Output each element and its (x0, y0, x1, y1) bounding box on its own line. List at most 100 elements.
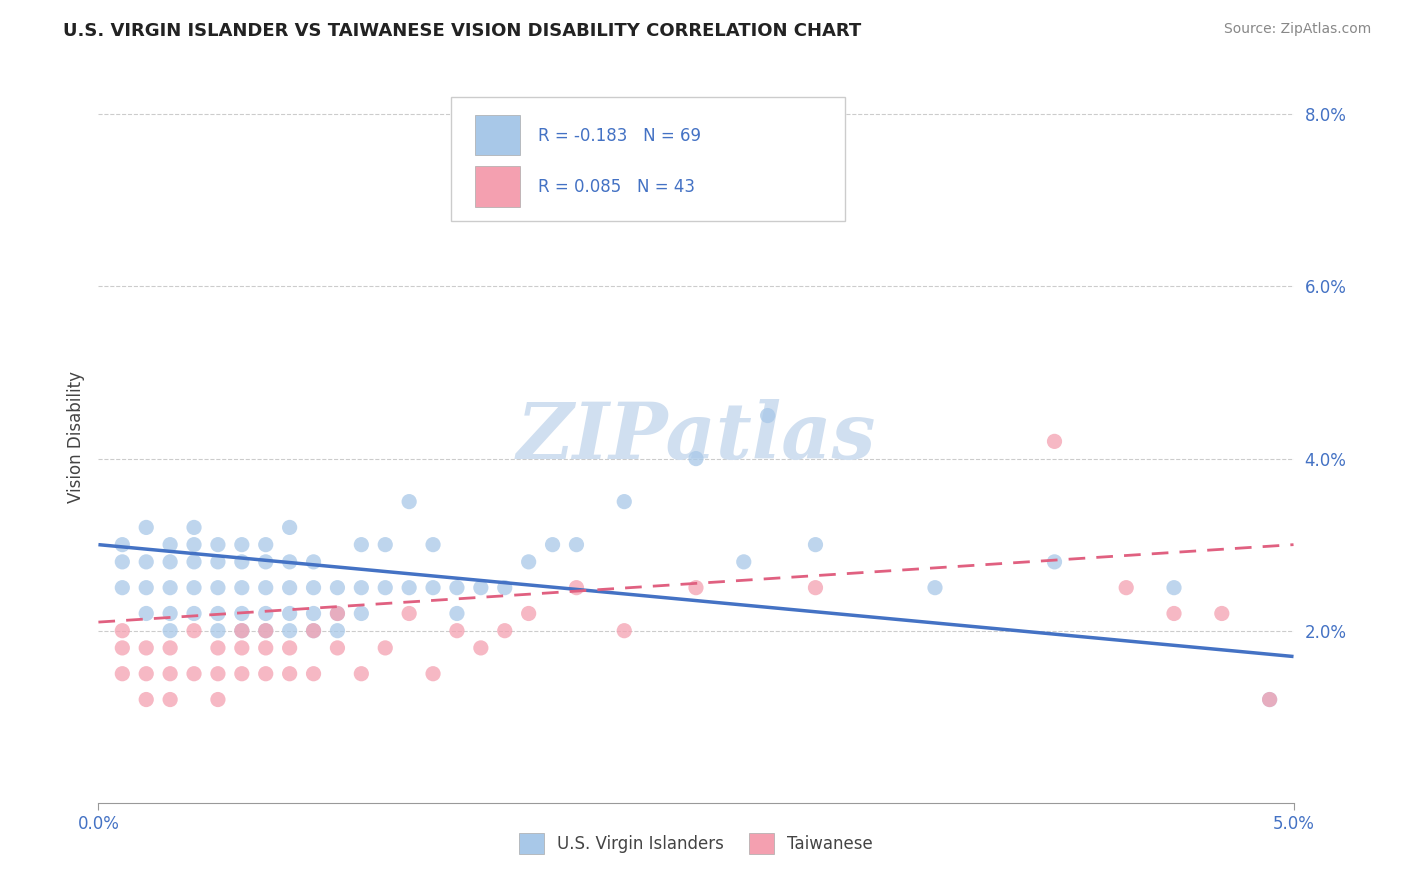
Point (302, 624, 325, 638)
Point (302, 666, 325, 681)
Point (374, 538, 396, 552)
Point (1211, 607, 1233, 621)
Point (278, 607, 301, 621)
Point (111, 581, 134, 595)
Point (183, 555, 205, 569)
Point (254, 607, 277, 621)
Point (135, 555, 157, 569)
FancyBboxPatch shape (475, 167, 520, 207)
Point (111, 538, 134, 552)
Point (159, 624, 181, 638)
Point (302, 624, 325, 638)
Point (135, 520, 157, 534)
Point (1043, 555, 1066, 569)
Point (159, 581, 181, 595)
Point (254, 624, 277, 638)
Point (254, 666, 277, 681)
Point (517, 607, 540, 621)
Point (254, 581, 277, 595)
Point (350, 581, 373, 595)
Point (159, 555, 181, 569)
Point (231, 581, 253, 595)
Point (135, 607, 157, 621)
Point (231, 555, 253, 569)
Point (494, 624, 516, 638)
Point (207, 555, 229, 569)
Point (1258, 692, 1281, 706)
Point (1115, 581, 1137, 595)
Point (326, 640, 349, 655)
Point (207, 640, 229, 655)
Point (231, 538, 253, 552)
Point (111, 624, 134, 638)
Text: ZIPatlas: ZIPatlas (516, 399, 876, 475)
Point (207, 666, 229, 681)
Point (254, 640, 277, 655)
Point (231, 666, 253, 681)
Point (302, 555, 325, 569)
Point (111, 640, 134, 655)
Point (183, 581, 205, 595)
Point (470, 640, 492, 655)
Point (326, 607, 349, 621)
Point (207, 538, 229, 552)
Point (278, 624, 301, 638)
Point (231, 640, 253, 655)
Point (541, 538, 564, 552)
Point (470, 581, 492, 595)
Point (159, 692, 181, 706)
Point (183, 624, 205, 638)
Text: R = 0.085   N = 43: R = 0.085 N = 43 (538, 178, 695, 196)
FancyBboxPatch shape (451, 97, 845, 221)
Point (1163, 581, 1185, 595)
Point (685, 581, 707, 595)
Point (733, 555, 755, 569)
Text: R = -0.183   N = 69: R = -0.183 N = 69 (538, 127, 702, 145)
Point (804, 581, 827, 595)
Point (350, 538, 373, 552)
Point (278, 640, 301, 655)
Point (278, 555, 301, 569)
Point (565, 538, 588, 552)
Point (613, 494, 636, 508)
Point (350, 607, 373, 621)
Point (135, 640, 157, 655)
Point (302, 581, 325, 595)
Point (254, 555, 277, 569)
Point (135, 581, 157, 595)
Point (159, 607, 181, 621)
Point (398, 607, 420, 621)
Point (111, 666, 134, 681)
Point (207, 624, 229, 638)
Point (302, 607, 325, 621)
Point (374, 640, 396, 655)
Point (278, 666, 301, 681)
Point (924, 581, 946, 595)
Point (207, 692, 229, 706)
Point (159, 538, 181, 552)
Point (183, 520, 205, 534)
Point (1258, 692, 1281, 706)
Point (326, 607, 349, 621)
Y-axis label: Vision Disability: Vision Disability (66, 371, 84, 503)
Point (135, 692, 157, 706)
Point (446, 607, 468, 621)
Text: Source: ZipAtlas.com: Source: ZipAtlas.com (1223, 22, 1371, 37)
Point (111, 555, 134, 569)
Point (231, 624, 253, 638)
Point (231, 607, 253, 621)
Point (159, 666, 181, 681)
Point (278, 581, 301, 595)
Point (804, 538, 827, 552)
Point (398, 581, 420, 595)
Point (1043, 434, 1066, 449)
Point (398, 494, 420, 508)
Point (494, 581, 516, 595)
Point (350, 666, 373, 681)
Point (326, 581, 349, 595)
Point (1163, 607, 1185, 621)
FancyBboxPatch shape (475, 115, 520, 155)
Point (422, 666, 444, 681)
Point (159, 640, 181, 655)
Point (135, 666, 157, 681)
